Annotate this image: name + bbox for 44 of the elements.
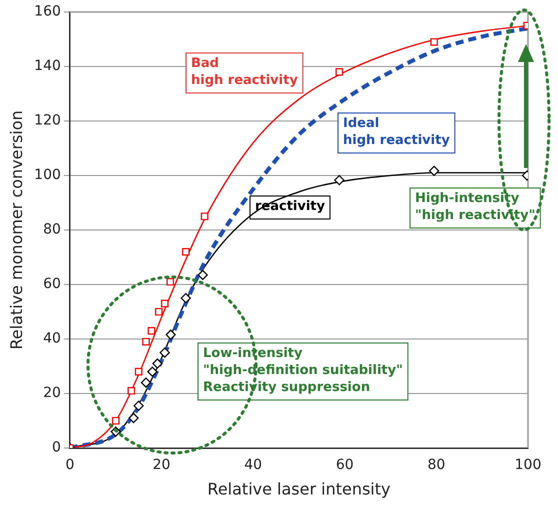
- point: [335, 68, 344, 76]
- point: [134, 400, 144, 411]
- annotation: Low-intensity "high-definition suitability" Reactivity suppression: [203, 346, 403, 395]
- point: [155, 308, 163, 316]
- point: [430, 38, 438, 46]
- point: [140, 378, 152, 388]
- point: [180, 293, 191, 304]
- point: [198, 270, 208, 280]
- x-axis-title: Relative laser intensity: [207, 480, 390, 499]
- point: [160, 348, 170, 358]
- y-axis-title: Relative monomer conversion: [6, 110, 26, 350]
- y-tick-label: 60: [43, 276, 61, 292]
- x-tick-label: 60: [336, 457, 354, 474]
- annotation: Bad high reactivity: [191, 56, 298, 88]
- point: [134, 368, 142, 376]
- x-tick-label: 40: [244, 457, 262, 474]
- annotation: High-intensity "high reactivity": [415, 190, 536, 223]
- point: [128, 386, 136, 395]
- y-tick-label: 120: [34, 112, 61, 129]
- point: [166, 278, 174, 286]
- y-tick-label: 100: [34, 167, 61, 184]
- y-tick-label: 80: [43, 222, 61, 238]
- point: [200, 212, 208, 220]
- y-tick-label: 40: [43, 330, 61, 347]
- x-tick-label: 100: [514, 457, 542, 474]
- point: [112, 416, 120, 425]
- y-tick-label: 0: [52, 440, 61, 456]
- x-tick-label: 20: [152, 457, 170, 474]
- point: [334, 175, 344, 186]
- point: [148, 327, 156, 335]
- y-tick-label: 140: [34, 58, 61, 74]
- annotation: Ideal high reactivity: [343, 116, 450, 148]
- point: [428, 166, 440, 176]
- x-tick-label: 0: [65, 457, 74, 474]
- point: [147, 366, 158, 377]
- x-tick-label: 80: [427, 457, 446, 474]
- point: [142, 338, 150, 346]
- y-tick-label: 20: [43, 385, 61, 402]
- point: [152, 358, 163, 369]
- point: [128, 412, 139, 424]
- point: [182, 248, 190, 256]
- point: [166, 330, 176, 340]
- point: [160, 300, 169, 308]
- y-tick-label: 160: [34, 4, 61, 20]
